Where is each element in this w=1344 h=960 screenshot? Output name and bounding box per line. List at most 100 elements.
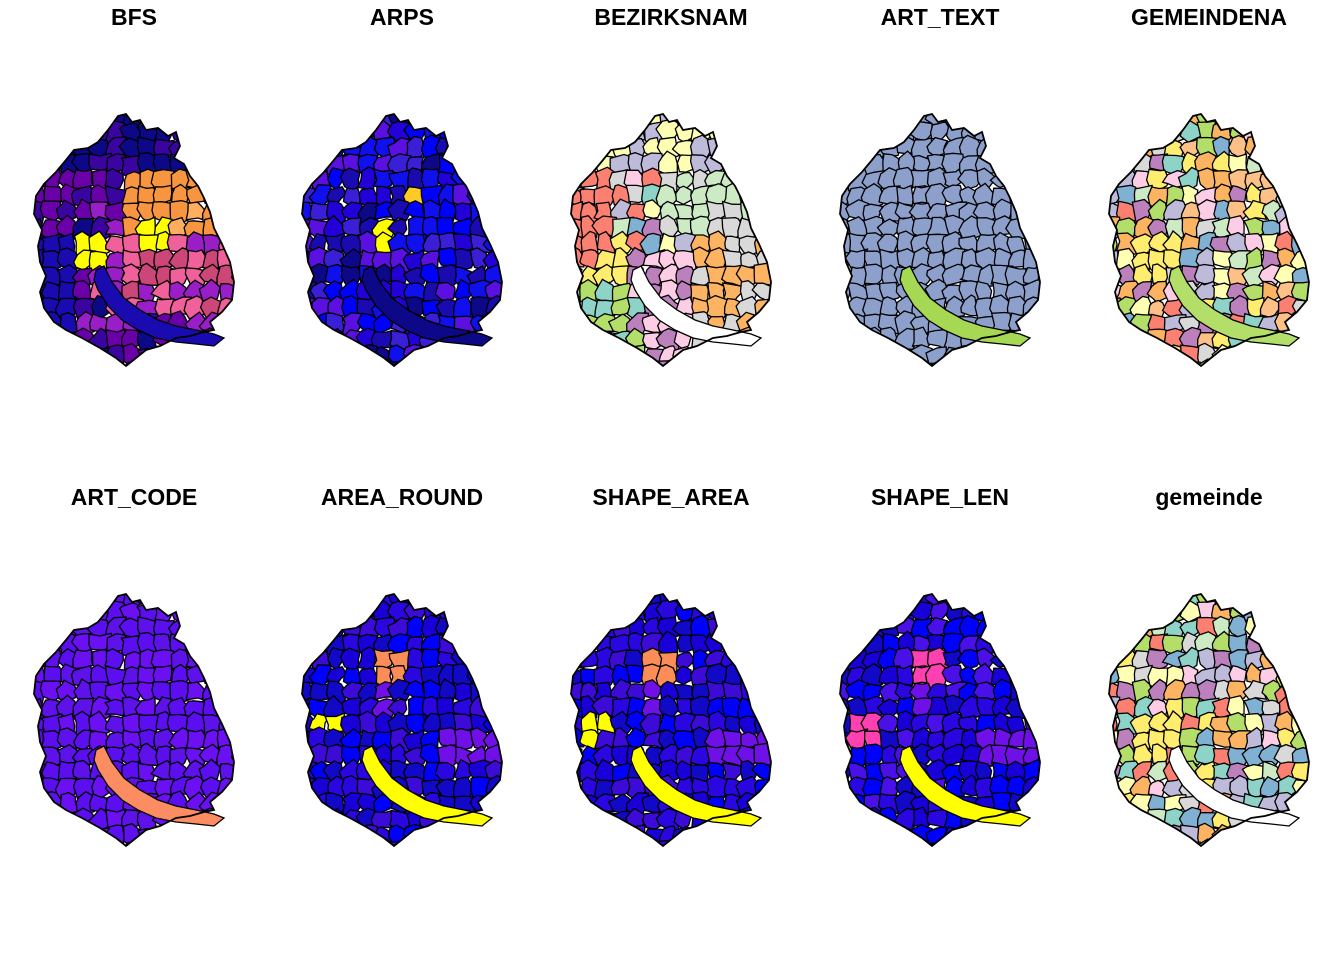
municipality-polygon [1005, 155, 1027, 174]
municipality-polygon [1276, 615, 1300, 640]
municipality-polygon [1020, 825, 1040, 846]
lake-polygon [93, 745, 226, 827]
municipality-polygon [1246, 296, 1265, 321]
municipality-polygon [1292, 810, 1309, 835]
municipality-polygon [487, 681, 502, 704]
municipality-polygon [929, 121, 951, 141]
lake-polygon [1168, 745, 1301, 827]
municipality-polygon [341, 827, 365, 846]
municipality-polygon [1037, 648, 1040, 672]
municipality-polygon [184, 616, 209, 639]
municipality-polygon [1114, 361, 1135, 366]
municipality-polygon [1109, 136, 1124, 162]
municipality-polygon [233, 114, 234, 131]
municipality-polygon [862, 838, 887, 846]
municipality-polygon [168, 345, 195, 366]
municipality-polygon [308, 360, 333, 366]
municipality-polygon [1310, 139, 1329, 159]
municipality-polygon [218, 217, 234, 241]
municipality-polygon [772, 232, 794, 254]
municipality-polygon [1113, 114, 1141, 130]
municipality-polygon [54, 594, 77, 609]
municipality-polygon [233, 808, 234, 832]
municipality-polygon [751, 616, 771, 641]
municipality-polygon [39, 361, 67, 366]
municipality-polygon [437, 842, 463, 846]
municipality-polygon [34, 347, 46, 366]
municipality-polygon [1306, 314, 1309, 337]
municipality-polygon [1179, 841, 1201, 846]
municipality-polygon [720, 600, 747, 624]
municipality-polygon [610, 121, 631, 145]
municipality-polygon [770, 618, 771, 638]
municipality-polygon [1307, 363, 1309, 366]
municipality-polygon [992, 344, 1017, 366]
municipality-polygon [355, 601, 377, 620]
municipality-polygon [769, 345, 771, 366]
municipality-polygon [42, 114, 64, 128]
choropleth-map [33, 112, 235, 368]
municipality-polygon [691, 114, 710, 130]
municipality-polygon [1130, 616, 1155, 640]
municipality-polygon [1109, 744, 1121, 770]
municipality-polygon [1037, 168, 1040, 192]
municipality-polygon [1021, 169, 1040, 191]
municipality-polygon [769, 775, 771, 797]
municipality-polygon [755, 314, 771, 334]
municipality-polygon [302, 823, 317, 846]
municipality-polygon [1291, 120, 1309, 139]
municipality-polygon [1310, 299, 1329, 320]
municipality-polygon [1037, 151, 1040, 176]
canton-outline [570, 112, 772, 368]
municipality-polygon [991, 152, 1013, 173]
municipality-polygon [592, 810, 618, 830]
municipality-polygon [454, 634, 473, 652]
municipality-polygon [1005, 345, 1029, 366]
municipality-polygon [34, 314, 50, 333]
municipality-polygon [723, 617, 745, 639]
municipality-polygon [232, 695, 234, 716]
municipality-polygon [468, 345, 496, 366]
municipality-polygon [338, 360, 364, 366]
municipality-polygon [990, 114, 1011, 124]
municipality-polygon [592, 594, 617, 609]
municipality-polygon [232, 312, 234, 336]
municipality-polygon [992, 136, 1012, 160]
municipality-polygon [302, 343, 317, 366]
municipality-polygon [958, 360, 983, 366]
municipality-polygon [1116, 120, 1141, 147]
municipality-polygon [751, 343, 771, 365]
municipality-polygon [723, 114, 742, 128]
municipality-polygon [1007, 135, 1027, 159]
municipality-polygon [863, 743, 886, 765]
municipality-polygon [216, 362, 234, 366]
municipality-polygon [737, 114, 760, 130]
municipality-polygon [840, 361, 853, 366]
municipality-polygon [753, 665, 771, 687]
municipality-polygon [302, 809, 313, 831]
municipality-polygon [992, 824, 1017, 846]
municipality-polygon [1307, 281, 1309, 307]
municipality-polygon [216, 601, 234, 624]
municipality-polygon [355, 841, 377, 846]
municipality-polygon [878, 594, 904, 607]
municipality-polygon [1179, 616, 1200, 640]
lake-polygon [361, 745, 494, 827]
municipality-polygon [958, 840, 983, 846]
municipality-polygon [772, 700, 792, 717]
municipality-polygon [576, 362, 601, 366]
map-panel: AREA_ROUND [268, 480, 536, 960]
municipality-polygon [1039, 806, 1040, 831]
municipality-polygon [500, 602, 502, 624]
municipality-polygon [1307, 745, 1309, 766]
municipality-polygon [571, 314, 583, 335]
municipality-polygon [216, 791, 234, 816]
municipality-polygon [232, 778, 234, 800]
municipality-polygon [1275, 646, 1298, 671]
municipality-polygon [705, 114, 727, 127]
municipality-polygon [610, 114, 632, 128]
municipality-polygon [1039, 615, 1040, 637]
municipality-polygon [848, 136, 869, 162]
municipality-polygon [736, 601, 760, 624]
municipality-polygon [1165, 594, 1187, 609]
